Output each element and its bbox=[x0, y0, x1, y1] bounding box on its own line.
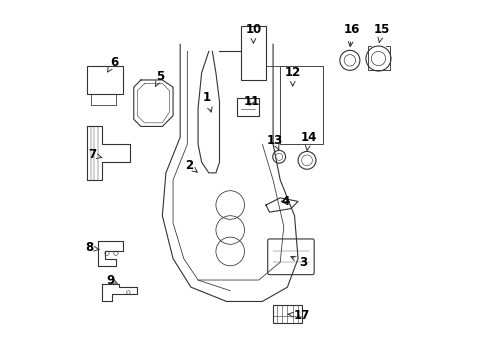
Text: 12: 12 bbox=[284, 66, 300, 86]
Text: 17: 17 bbox=[287, 309, 309, 322]
Text: 7: 7 bbox=[88, 148, 102, 162]
Bar bbox=[241, 26, 265, 80]
Bar bbox=[237, 98, 258, 116]
Text: 8: 8 bbox=[85, 241, 99, 255]
Bar bbox=[87, 66, 123, 94]
Text: 10: 10 bbox=[245, 23, 261, 43]
Bar bbox=[272, 305, 301, 323]
Text: 3: 3 bbox=[290, 256, 307, 269]
Text: 1: 1 bbox=[203, 91, 212, 112]
Text: 16: 16 bbox=[343, 23, 359, 46]
Text: 14: 14 bbox=[300, 131, 316, 150]
Bar bbox=[280, 66, 323, 144]
Text: 4: 4 bbox=[281, 195, 289, 208]
Text: 9: 9 bbox=[106, 274, 117, 287]
Text: 6: 6 bbox=[107, 55, 118, 72]
Text: 2: 2 bbox=[184, 159, 197, 172]
Text: 11: 11 bbox=[243, 95, 259, 108]
Text: 13: 13 bbox=[266, 134, 283, 150]
Text: 5: 5 bbox=[155, 70, 164, 86]
Text: 15: 15 bbox=[373, 23, 389, 42]
